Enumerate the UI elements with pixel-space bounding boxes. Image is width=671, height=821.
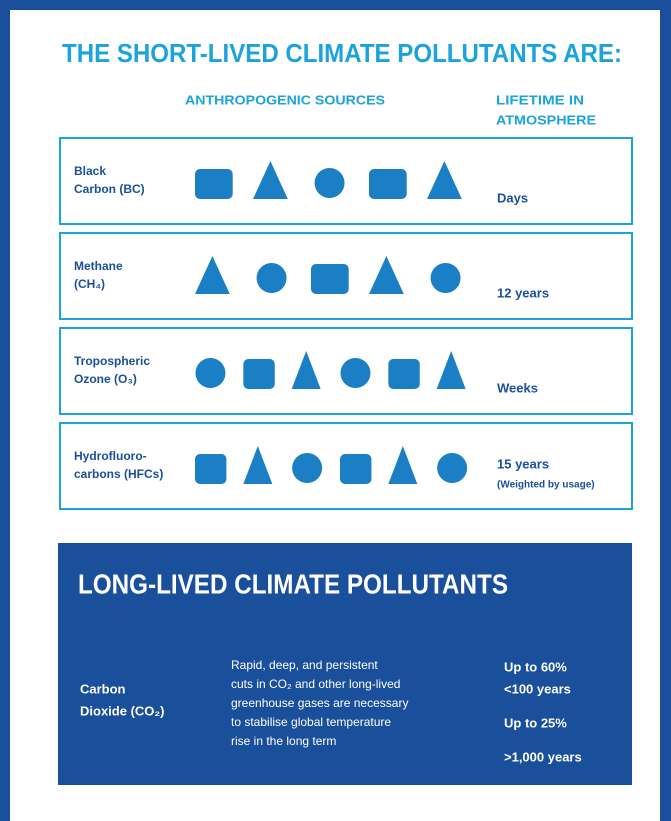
pollutant-name: Hydrofluoro- <box>74 449 147 463</box>
co2-name: Carbon <box>80 681 126 696</box>
row-box <box>59 137 633 225</box>
lifetime-header: ATMOSPHERE <box>496 112 596 127</box>
source-icon <box>195 256 230 294</box>
pollutant-name: Tropospheric <box>74 354 150 368</box>
source-icon <box>195 454 227 484</box>
source-icon <box>369 169 407 199</box>
source-icon <box>256 263 287 293</box>
co2-lifetime: <100 years <box>504 681 571 696</box>
pollutant-name: Carbon (BC) <box>74 182 145 196</box>
pollutant-name: Ozone (O₃) <box>74 372 137 386</box>
lifetime: Weeks <box>497 380 538 395</box>
source-icon <box>292 453 323 483</box>
co2-description: to stabilise global temperature <box>231 715 391 729</box>
lifetime: Days <box>497 190 528 205</box>
source-icon <box>427 161 462 199</box>
title: THE SHORT-LIVED CLIMATE POLLUTANTS ARE: <box>62 38 622 68</box>
lifetime: 15 years <box>497 456 549 471</box>
long-lived-box <box>58 543 632 785</box>
row-box <box>59 422 633 510</box>
source-icon <box>291 351 321 389</box>
lifetime: 12 years <box>497 285 549 300</box>
co2-lifetime: Up to 25% <box>504 715 567 730</box>
source-icon <box>314 168 345 198</box>
row-box <box>59 232 633 320</box>
co2-description: Rapid, deep, and persistent <box>231 658 378 672</box>
row-box <box>59 327 633 415</box>
pollutant-name: (CH₄) <box>74 277 105 291</box>
long-lived-title: LONG-LIVED CLIMATE POLLUTANTS <box>78 568 508 599</box>
co2-lifetime: >1,000 years <box>504 749 582 764</box>
co2-name: Dioxide (CO₂) <box>80 703 165 718</box>
pollutant-name: carbons (HFCs) <box>74 467 163 481</box>
source-icon <box>430 263 461 293</box>
lifetime-header: LIFETIME IN <box>496 92 584 107</box>
pollutant-name: Black <box>74 164 106 178</box>
source-icon <box>340 454 372 484</box>
source-icon <box>436 351 466 389</box>
source-icon <box>243 446 273 484</box>
co2-lifetime: Up to 60% <box>504 659 567 674</box>
pollutant-name: Methane <box>74 259 123 273</box>
source-icon <box>195 358 226 388</box>
sources-header: ANTHROPOGENIC SOURCES <box>185 92 385 107</box>
source-icon <box>369 256 404 294</box>
co2-description: rise in the long term <box>231 734 336 748</box>
co2-description: greenhouse gases are necessary <box>231 696 408 710</box>
source-icon <box>311 264 349 294</box>
co2-description: cuts in CO₂ and other long-lived <box>231 677 400 691</box>
source-icon <box>388 446 418 484</box>
source-icon <box>437 453 468 483</box>
source-icon <box>388 359 420 389</box>
source-icon <box>340 358 371 388</box>
lifetime: (Weighted by usage) <box>497 480 595 491</box>
source-icon <box>195 169 233 199</box>
source-icon <box>243 359 275 389</box>
source-icon <box>253 161 288 199</box>
